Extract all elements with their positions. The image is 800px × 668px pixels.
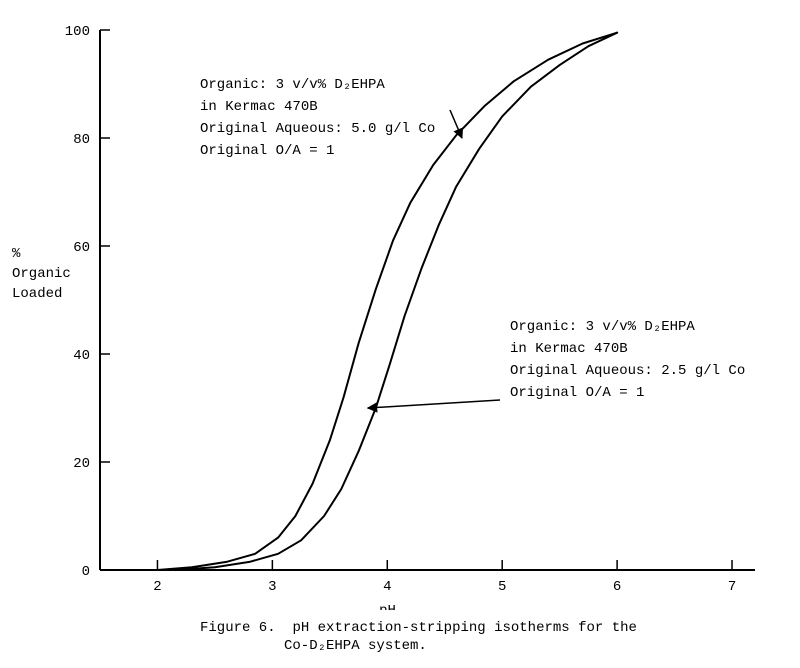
caption-label: Figure 6. [200, 620, 276, 636]
chart: 2 3 4 5 6 7 0 20 40 60 80 100 pH% Organic Loaded Organi… [0, 0, 800, 610]
svg-text:Original O/A = 1: Original O/A = 1 [510, 385, 644, 401]
svg-text:Organic: 3 v/v% D₂EHPA: Organic: 3 v/v% D₂EHPA [510, 319, 695, 335]
caption-text-2: Co-D₂EHPA system. [200, 638, 427, 654]
svg-text:20: 20 [73, 456, 90, 472]
svg-text:pH: pH [379, 603, 396, 610]
svg-text:in Kermac 470B: in Kermac 470B [510, 341, 628, 357]
page: 2 3 4 5 6 7 0 20 40 60 80 100 pH% Organic Loaded Organi… [0, 0, 800, 668]
caption-text-1: pH extraction-stripping isotherms for th… [292, 620, 636, 636]
svg-text:4: 4 [383, 579, 391, 595]
svg-text:6: 6 [613, 579, 621, 595]
svg-text:Original Aqueous: 5.0 g/l Co: Original Aqueous: 5.0 g/l Co [200, 121, 435, 137]
svg-text:7: 7 [728, 579, 736, 595]
svg-text:Original Aqueous: 2.5 g/l Co: Original Aqueous: 2.5 g/l Co [510, 363, 745, 379]
svg-text:80: 80 [73, 132, 90, 148]
svg-text:5: 5 [498, 579, 506, 595]
svg-text:3: 3 [268, 579, 276, 595]
svg-text:Organic: Organic [12, 266, 71, 282]
svg-text:2: 2 [153, 579, 161, 595]
svg-text:%: % [12, 246, 21, 262]
svg-text:Organic: 3 v/v% D₂EHPA: Organic: 3 v/v% D₂EHPA [200, 77, 385, 93]
svg-text:0: 0 [82, 564, 90, 580]
svg-text:100: 100 [65, 24, 90, 40]
svg-text:in Kermac 470B: in Kermac 470B [200, 99, 318, 115]
svg-text:40: 40 [73, 348, 90, 364]
figure-caption: Figure 6. pH extraction-stripping isothe… [200, 620, 700, 655]
svg-text:60: 60 [73, 240, 90, 256]
svg-text:Original O/A = 1: Original O/A = 1 [200, 143, 334, 159]
svg-text:Loaded: Loaded [12, 286, 62, 302]
